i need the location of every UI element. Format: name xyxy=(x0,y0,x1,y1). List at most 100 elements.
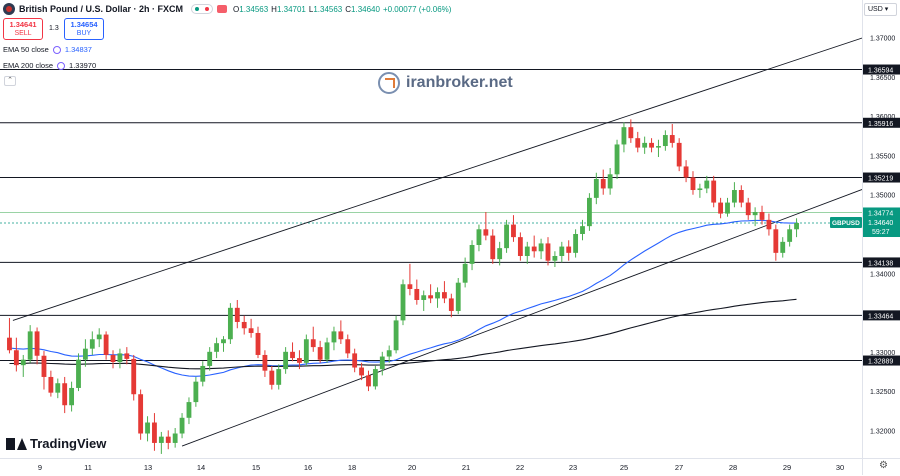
price-tick-label: 1.32500 xyxy=(870,389,895,396)
settings-icon[interactable]: ⚙ xyxy=(879,460,888,471)
candle-body xyxy=(186,402,192,418)
candle-body xyxy=(241,321,247,329)
candle-body xyxy=(559,246,565,256)
candle-body xyxy=(345,339,351,354)
candle-body xyxy=(158,436,164,443)
candle-body xyxy=(297,358,302,363)
candle-body xyxy=(262,354,268,371)
time-tick-label: 21 xyxy=(462,463,470,472)
candle-body xyxy=(400,284,406,321)
candle-body xyxy=(317,347,323,360)
ohlc-item: H xyxy=(271,4,277,14)
spread-value: 1.3 xyxy=(49,25,59,32)
candle-body xyxy=(490,235,496,260)
candle-body xyxy=(697,188,703,191)
level-price-tag-bg xyxy=(863,64,900,75)
candle-body xyxy=(379,356,385,370)
candle-body xyxy=(7,337,12,351)
candle-body xyxy=(476,229,482,245)
candles xyxy=(7,119,799,454)
currency-label: USD xyxy=(868,6,883,13)
buy-price: 1.34654 xyxy=(70,20,98,29)
time-axis[interactable]: 9 11 13 14 15 16 18 20 21 22 23 25 27 28 29 30 xyxy=(0,458,862,475)
price-tick-label: 1.35000 xyxy=(870,193,895,200)
time-tick-label: 11 xyxy=(84,463,92,472)
sell-button[interactable]: 1.34641 SELL xyxy=(3,18,43,40)
candle-body xyxy=(338,331,344,340)
candle-body xyxy=(152,422,157,443)
candle-body xyxy=(324,342,330,360)
candle-body xyxy=(55,383,61,393)
price-chart[interactable]: GBPUSD xyxy=(0,0,862,458)
candle-body xyxy=(352,353,358,368)
time-tick-label: 27 xyxy=(675,463,683,472)
candle-body xyxy=(138,394,144,434)
watermark: iranbroker.net xyxy=(378,72,513,94)
candle-body xyxy=(649,142,654,148)
ohlc-value: +0.00077 (+0.06%) xyxy=(382,4,452,14)
price-tick-label: 1.34000 xyxy=(870,271,895,278)
candle-body xyxy=(407,284,413,289)
candle-body xyxy=(414,288,420,300)
visibility-icon[interactable] xyxy=(57,61,66,70)
candle-body xyxy=(780,241,786,253)
candle-body xyxy=(283,351,289,370)
chart-area[interactable]: GBPUSD British Pound / U.S. Dollar · 2h … xyxy=(0,0,862,458)
buy-label: BUY xyxy=(76,30,92,37)
buy-button[interactable]: 1.34654 BUY xyxy=(64,18,104,40)
horizontal-levels xyxy=(0,69,862,362)
candle-body xyxy=(607,174,613,189)
visibility-icon[interactable] xyxy=(52,45,61,54)
candle-body xyxy=(435,292,440,299)
candle-body xyxy=(718,202,724,214)
candle-body xyxy=(110,354,116,363)
time-tick-label: 18 xyxy=(348,463,356,472)
ohlc-item: C xyxy=(345,4,352,14)
price-axis[interactable]: 1.370001.365001.360001.355001.350001.345… xyxy=(862,0,900,458)
candle-body xyxy=(76,359,81,388)
candle-body xyxy=(759,212,765,220)
currency-button[interactable]: USD ▾ xyxy=(864,3,897,16)
candle-body xyxy=(469,244,475,264)
level-price-tag-bg xyxy=(863,117,900,128)
level-price-tag: 1.33464 xyxy=(868,313,893,320)
collapse-legend-button[interactable]: ⌃ xyxy=(4,76,16,86)
candle-body xyxy=(614,144,620,175)
market-status-icon[interactable] xyxy=(191,4,214,14)
ema200-label: EMA 200 close xyxy=(3,61,54,70)
candle-body xyxy=(124,353,130,359)
candle-body xyxy=(524,246,530,256)
ema-lines xyxy=(9,219,797,377)
candle-body xyxy=(200,365,206,382)
symbol-title[interactable]: British Pound / U.S. Dollar · 2h · FXCM xyxy=(19,4,184,14)
time-tick-label: 30 xyxy=(836,463,844,472)
candle-body xyxy=(366,375,371,387)
candle-body xyxy=(248,328,254,333)
level-price-tag: 1.36594 xyxy=(868,68,893,75)
ema200-legend[interactable]: EMA 200 close 1.33970 xyxy=(3,61,96,70)
time-tick-label: 22 xyxy=(516,463,524,472)
alert-icon[interactable] xyxy=(217,5,228,13)
candle-body xyxy=(566,246,572,253)
candle-body xyxy=(794,223,799,230)
candle-body xyxy=(48,376,54,393)
candle-body xyxy=(421,295,427,300)
tradingview-logo[interactable]: TradingView xyxy=(6,436,106,451)
candle-body xyxy=(255,332,261,355)
candle-body xyxy=(103,334,109,355)
candle-body xyxy=(221,339,226,344)
level-price-tag-bg xyxy=(863,355,900,366)
price-tick-label: 1.36000 xyxy=(870,114,895,121)
sell-price: 1.34641 xyxy=(9,20,37,29)
time-tick-label: 25 xyxy=(620,463,628,472)
candle-body xyxy=(428,295,434,299)
candle-body xyxy=(711,180,717,203)
time-axis-svg: 9 11 13 14 15 16 18 20 21 22 23 25 27 28 29 30 xyxy=(38,463,844,472)
candle-body xyxy=(621,127,627,145)
ema50-legend[interactable]: EMA 50 close 1.34837 xyxy=(3,45,92,54)
level-price-tag: 1.32889 xyxy=(868,359,893,366)
watermark-logo-icon xyxy=(378,72,400,94)
candle-body xyxy=(455,282,461,311)
candle-body xyxy=(517,237,523,256)
time-tick-label: 14 xyxy=(197,463,205,472)
